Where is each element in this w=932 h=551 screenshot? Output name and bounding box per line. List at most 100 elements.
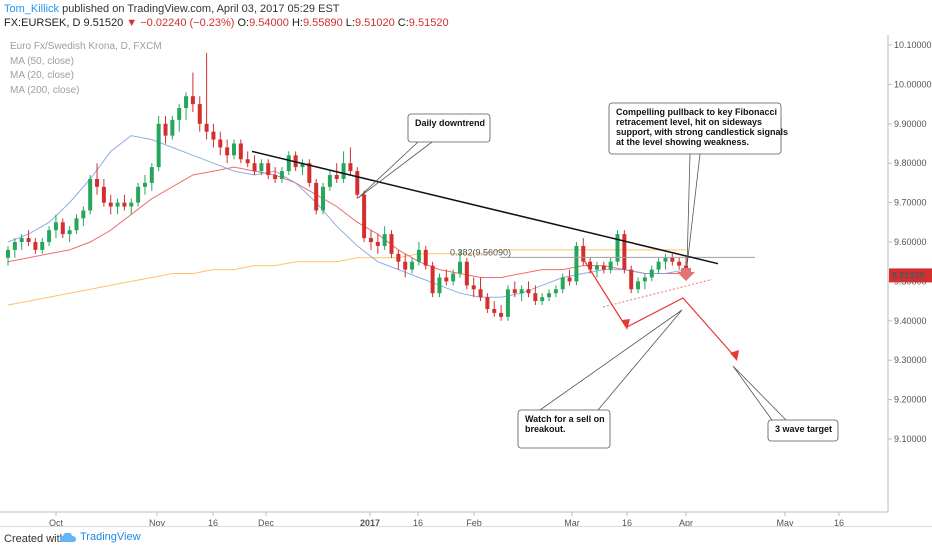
candle-body[interactable] [423, 249, 428, 266]
candle-body[interactable] [608, 261, 613, 270]
candle-body[interactable] [622, 234, 627, 270]
candle-body[interactable] [211, 131, 216, 140]
candle-body[interactable] [636, 281, 641, 290]
candle-body[interactable] [560, 277, 565, 290]
candle-body[interactable] [252, 163, 257, 172]
candle-body[interactable] [677, 261, 682, 266]
candle-body[interactable] [656, 261, 661, 270]
candle-body[interactable] [327, 175, 332, 187]
candle-body[interactable] [19, 238, 24, 242]
candle-body[interactable] [67, 230, 72, 235]
legend-ma20[interactable]: MA (20, close) [10, 70, 74, 81]
candle-body[interactable] [286, 155, 291, 172]
legend-ma50[interactable]: MA (50, close) [10, 55, 74, 67]
candle-body[interactable] [177, 108, 182, 120]
legend-ma200[interactable]: MA (200, close) [10, 84, 80, 96]
candle-body[interactable] [266, 163, 271, 176]
candle-body[interactable] [478, 289, 483, 298]
candle-body[interactable] [136, 186, 141, 203]
price-chart[interactable]: 10.10000 10.00000 9.90000 9.80000 9.70000 9.6… [0, 0, 932, 526]
candle-body[interactable] [519, 289, 524, 294]
candle-body[interactable] [492, 308, 497, 313]
candle-body[interactable] [464, 261, 469, 286]
candle-body[interactable] [471, 285, 476, 290]
candle-body[interactable] [307, 163, 312, 183]
candle-body[interactable] [341, 163, 346, 179]
candle-body[interactable] [547, 293, 552, 298]
candle-body[interactable] [629, 269, 634, 290]
candle-body[interactable] [382, 234, 387, 246]
candle-body[interactable] [410, 261, 415, 270]
candle-body[interactable] [553, 289, 558, 294]
candle-body[interactable] [149, 167, 154, 183]
candle-body[interactable] [81, 210, 86, 219]
candle-body[interactable] [238, 143, 243, 160]
candle-body[interactable] [129, 202, 134, 207]
candle-body[interactable] [245, 159, 250, 164]
candle-body[interactable] [12, 242, 17, 250]
downtrend-line[interactable] [251, 150, 719, 265]
candle-body[interactable] [156, 123, 161, 168]
candle-body[interactable] [594, 265, 599, 270]
candle-body[interactable] [300, 163, 305, 168]
candle-body[interactable] [225, 147, 230, 156]
candle-body[interactable] [451, 273, 456, 282]
candle-body[interactable] [26, 238, 31, 242]
candle-body[interactable] [444, 277, 449, 282]
candle-body[interactable] [273, 175, 278, 179]
candle-body[interactable] [184, 96, 189, 109]
candle-body[interactable] [204, 123, 209, 132]
candle-body[interactable] [615, 234, 620, 262]
candle-body[interactable] [430, 265, 435, 294]
candle-body[interactable] [642, 277, 647, 282]
candle-body[interactable] [190, 96, 195, 105]
candle-body[interactable] [6, 249, 10, 258]
candle-body[interactable] [122, 202, 127, 207]
candle-body[interactable] [663, 257, 668, 262]
candle-body[interactable] [314, 182, 319, 211]
candle-body[interactable] [505, 289, 510, 317]
candle-body[interactable] [163, 123, 168, 136]
candle-body[interactable] [526, 289, 531, 294]
candle-body[interactable] [142, 182, 147, 187]
candle-body[interactable] [581, 245, 586, 262]
candle-body[interactable] [403, 261, 408, 270]
tradingview-brand[interactable]: TradingView [60, 531, 141, 543]
candle-body[interactable] [670, 257, 675, 262]
candle-body[interactable] [574, 245, 579, 282]
candle-body[interactable] [533, 293, 538, 302]
candle-body[interactable] [33, 242, 38, 250]
candle-body[interactable] [512, 289, 517, 294]
candle-body[interactable] [74, 218, 79, 231]
candle-body[interactable] [232, 143, 236, 156]
candle-body[interactable] [197, 104, 202, 124]
candle-body[interactable] [40, 242, 45, 250]
candle-body[interactable] [60, 222, 65, 235]
candle-body[interactable] [53, 222, 58, 231]
candle-body[interactable] [588, 261, 593, 270]
candle-body[interactable] [375, 242, 380, 246]
candle-body[interactable] [334, 175, 339, 179]
candle-body[interactable] [368, 238, 373, 242]
candle-body[interactable] [416, 249, 421, 262]
candle-body[interactable] [259, 163, 264, 172]
candle-body[interactable] [362, 194, 367, 239]
candle-body[interactable] [540, 297, 545, 302]
candle-body[interactable] [485, 297, 490, 309]
candle-body[interactable] [88, 178, 93, 211]
candle-body[interactable] [348, 163, 353, 172]
candle-body[interactable] [649, 269, 654, 278]
candle-body[interactable] [499, 312, 504, 317]
candle-body[interactable] [170, 119, 175, 136]
candle-body[interactable] [101, 186, 106, 203]
author-link[interactable]: Tom_Killick [4, 3, 60, 15]
candle-body[interactable] [396, 253, 401, 262]
candle-body[interactable] [458, 261, 462, 274]
candle-body[interactable] [47, 230, 52, 242]
candle-body[interactable] [567, 277, 572, 282]
candle-body[interactable] [355, 171, 360, 195]
candle-body[interactable] [218, 139, 223, 148]
candle-body[interactable] [108, 202, 113, 207]
candle-body[interactable] [95, 178, 100, 187]
candle-body[interactable] [601, 265, 606, 270]
